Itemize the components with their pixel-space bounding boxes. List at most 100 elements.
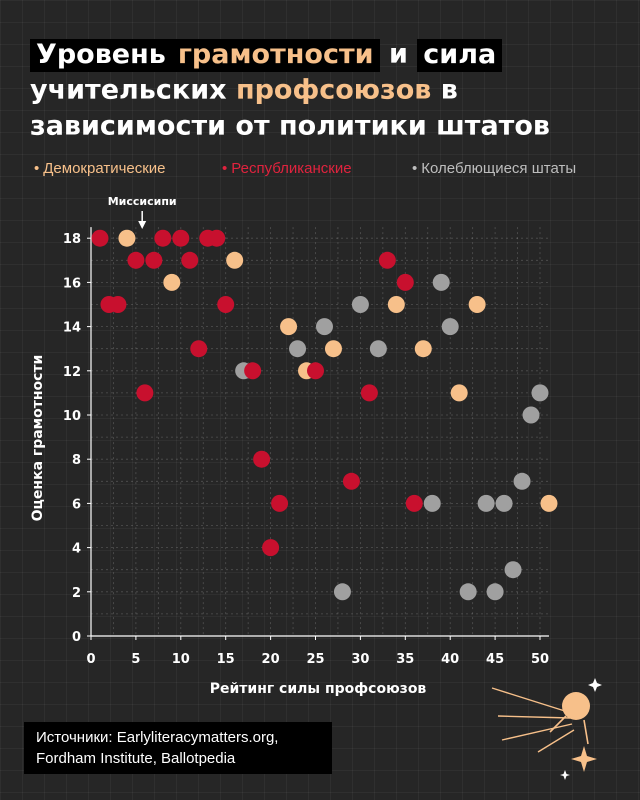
x-tick-label: 25	[306, 652, 324, 667]
mississippi-annotation: Миссисипи	[108, 195, 177, 229]
x-tick-label: 45	[486, 652, 504, 667]
title-word-teachers: учительских	[30, 74, 227, 106]
legend-item-democratic: • Демократические	[34, 160, 166, 177]
x-tick-label: 50	[531, 652, 549, 667]
comet-icon	[491, 687, 590, 753]
point-democratic	[468, 296, 486, 313]
legend-item-republican: • Республиканские	[222, 160, 352, 177]
point-republican	[190, 340, 208, 358]
title-word-strength: сила	[417, 38, 503, 72]
annotation-arrow-head	[138, 221, 147, 229]
point-swing	[441, 318, 459, 336]
chart-legend: • Демократические • Республиканские • Колеб…	[0, 160, 640, 182]
point-democratic	[387, 296, 405, 313]
legend-dot-swing: •	[412, 160, 418, 177]
point-swing	[504, 561, 522, 579]
point-democratic	[280, 318, 298, 336]
comet-illustration	[491, 678, 602, 780]
y-tick-label: 14	[63, 321, 81, 336]
y-tick-label: 10	[63, 409, 81, 424]
x-tick-label: 40	[441, 652, 459, 667]
point-swing	[351, 296, 369, 313]
point-democratic	[226, 251, 244, 269]
point-republican	[378, 251, 396, 269]
legend-label-democratic: Демократические	[43, 160, 166, 177]
legend-label-republican: Республиканские	[231, 160, 352, 177]
chart-title: Уровень грамотности и сила учительских пр…	[30, 36, 550, 144]
title-word-and: и	[388, 38, 408, 70]
point-democratic	[324, 340, 342, 358]
point-swing	[459, 583, 477, 601]
sparkle-icon-large	[571, 746, 597, 772]
point-democratic	[163, 273, 181, 291]
y-tick-label: 0	[72, 630, 81, 645]
point-democratic	[540, 494, 558, 512]
point-republican	[127, 251, 145, 269]
sparkle-icon-tiny	[560, 770, 570, 780]
scatter-chart: 0 2 4 6 8 10 12 14 16 18 0 5 10 15 20 25 30 35 40 45 50 Рейт…	[30, 195, 558, 697]
y-tick-label: 18	[63, 232, 81, 247]
title-word-unions: профсоюзов	[235, 74, 432, 106]
x-tick-label: 20	[262, 652, 280, 667]
point-swing	[522, 406, 540, 424]
point-republican	[181, 251, 199, 269]
legend-dot-democratic: •	[34, 160, 40, 177]
point-swing	[486, 583, 504, 601]
x-axis-label: Рейтинг силы профсоюзов	[210, 681, 427, 697]
point-republican	[136, 384, 154, 402]
point-republican	[405, 494, 423, 512]
title-line-2: учительских профсоюзов в	[30, 72, 550, 108]
point-republican	[307, 362, 324, 380]
title-line-3-text: зависимости от политики штатов	[30, 110, 550, 142]
title-line-1: Уровень грамотности и сила	[30, 36, 550, 72]
y-tick-label: 16	[63, 276, 81, 291]
point-swing	[432, 273, 450, 291]
point-republican	[271, 494, 289, 512]
title-word-in: в	[440, 74, 458, 106]
source-note: Источники: Earlyliteracymatters.org, For…	[24, 722, 332, 774]
point-swing	[531, 384, 549, 402]
point-republican	[145, 251, 163, 269]
point-swing	[369, 340, 387, 358]
point-republican	[172, 229, 190, 247]
point-swing	[315, 318, 333, 336]
y-tick-label: 8	[72, 453, 81, 468]
point-democratic	[450, 384, 468, 402]
x-tick-label: 10	[172, 652, 190, 667]
y-tick-label: 2	[72, 586, 81, 601]
y-tick-label: 6	[72, 497, 81, 512]
sparkle-icon-small	[588, 678, 602, 692]
chart-grid	[90, 227, 549, 637]
point-swing	[423, 494, 441, 512]
source-line-1: Источники: Earlyliteracymatters.org,	[36, 729, 279, 746]
legend-item-swing: • Колеблющиеся штаты	[412, 160, 576, 177]
y-tick-label: 12	[63, 365, 81, 380]
point-republican	[244, 362, 262, 380]
point-swing	[333, 583, 351, 601]
annotation-label: Миссисипи	[108, 195, 177, 208]
x-tick-label: 5	[131, 652, 140, 667]
point-republican	[208, 229, 226, 247]
x-tick-label: 35	[396, 652, 414, 667]
y-axis-label: Оценка грамотности	[30, 355, 46, 522]
point-democratic	[414, 340, 432, 358]
point-republican	[360, 384, 378, 402]
source-line-2: Fordham Institute, Ballotpedia	[36, 750, 236, 767]
legend-dot-republican: •	[222, 160, 228, 177]
point-swing	[289, 340, 307, 358]
chart-axes: 0 2 4 6 8 10 12 14 16 18 0 5 10 15 20 25 30 35 40 45 50	[63, 227, 549, 667]
x-tick-label: 15	[217, 652, 235, 667]
point-swing	[495, 494, 513, 512]
point-republican	[342, 472, 360, 490]
title-word-level: Уровень	[30, 38, 172, 72]
point-republican	[262, 539, 280, 557]
chart-points	[91, 229, 558, 601]
legend-label-swing: Колеблющиеся штаты	[421, 160, 577, 177]
point-republican	[154, 229, 172, 247]
y-tick-label: 4	[72, 542, 81, 557]
title-line-3: зависимости от политики штатов	[30, 108, 550, 144]
point-republican	[253, 450, 271, 468]
point-republican	[91, 229, 109, 247]
point-republican	[396, 273, 414, 291]
point-republican	[109, 296, 127, 313]
